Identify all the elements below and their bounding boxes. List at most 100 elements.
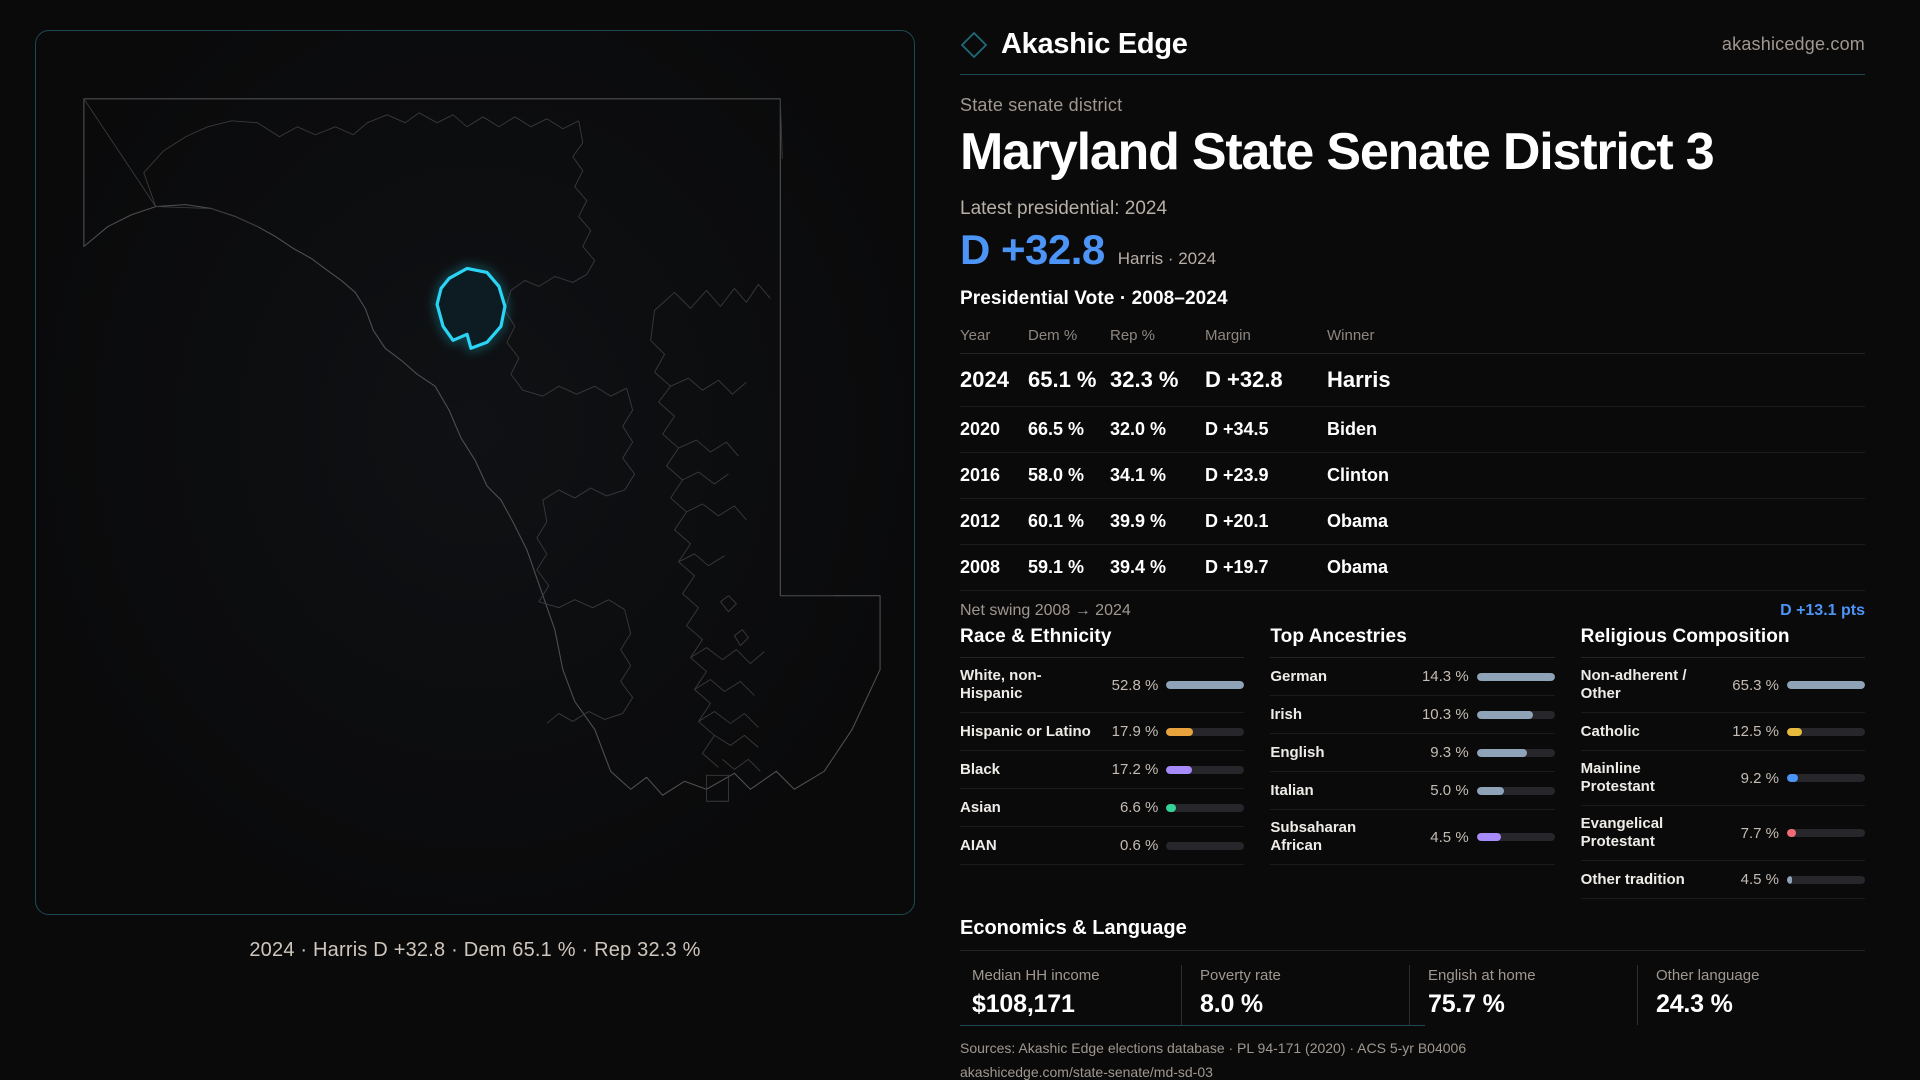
economics-cell: Poverty rate 8.0 % <box>1181 965 1409 1026</box>
col-rep: Rep % <box>1110 321 1205 355</box>
demographic-bar-fill <box>1476 672 1555 681</box>
demographic-percent: 65.3 % <box>1732 676 1779 694</box>
cell-dem-pct: 65.1 % <box>1028 353 1110 408</box>
demographic-row: Black 17.2 % <box>960 751 1245 790</box>
demographic-row: Non-adherent / Other 65.3 % <box>1580 658 1865 714</box>
demographic-percent: 4.5 % <box>1430 828 1469 846</box>
headline-margin: D +32.8 Harris · 2024 <box>960 226 1865 274</box>
demographic-bar-track <box>1476 672 1555 681</box>
demographic-label: Black <box>960 760 1001 778</box>
demographic-percent: 7.7 % <box>1740 824 1779 842</box>
demographic-bar-track <box>1786 727 1865 736</box>
presidential-vote-table: Year Dem % Rep % Margin Winner 2024 65.1 … <box>960 321 1865 592</box>
economics-cell-value: 75.7 % <box>1428 990 1505 1019</box>
demographic-label: Subsaharan African <box>1270 819 1357 855</box>
top-ancestries-column: Top Ancestries German 14.3 % Irish 10.3 % En… <box>1270 626 1555 899</box>
demographic-row: Other tradition 4.5 % <box>1580 861 1865 900</box>
cell-dem-pct: 60.1 % <box>1028 498 1110 546</box>
demographic-row: Catholic 12.5 % <box>1580 713 1865 752</box>
demographic-percent: 6.6 % <box>1119 799 1159 817</box>
cell-winner: Obama <box>1327 544 1865 592</box>
cell-rep-pct: 32.3 % <box>1110 353 1205 408</box>
demographic-label: White, non-Hispanic <box>960 667 1042 703</box>
col-year: Year <box>960 321 1028 355</box>
sources-footer: Sources: Akashic Edge elections database… <box>960 1025 1865 1080</box>
col-margin: Margin <box>1205 321 1327 355</box>
district-highlight-shape[interactable] <box>435 266 507 350</box>
page-title: Maryland State Senate District 3 <box>960 123 1715 181</box>
demographic-bar-fill <box>1786 875 1793 884</box>
religious-composition-column: Religious Composition Non-adherent / Oth… <box>1580 626 1865 900</box>
cell-margin: D +32.8 <box>1205 353 1327 408</box>
demographic-label: Mainline Protestant <box>1580 760 1655 796</box>
demographic-bar-fill <box>1786 727 1802 736</box>
economics-cell-value: 24.3 % <box>1656 990 1733 1019</box>
cell-winner: Clinton <box>1327 452 1865 500</box>
brand-name: Akashic Edge <box>1001 28 1188 60</box>
demographic-percent: 14.3 % <box>1421 668 1469 686</box>
cell-margin: D +19.7 <box>1205 544 1327 592</box>
race-ethnicity-title: Race & Ethnicity <box>960 626 1245 659</box>
brand-lockup: Akashic Edge <box>960 28 1188 61</box>
economics-cell: English at home 75.7 % <box>1409 965 1637 1026</box>
col-winner: Winner <box>1327 321 1865 355</box>
demographic-label: Evangelical Protestant <box>1580 815 1664 851</box>
demographic-row: Mainline Protestant 9.2 % <box>1580 751 1865 807</box>
economics-cell-value: 8.0 % <box>1200 990 1263 1019</box>
footer-divider <box>960 1025 1425 1027</box>
demographic-bar-track <box>1786 681 1865 690</box>
demographic-row: Italian 5.0 % <box>1270 772 1555 811</box>
cell-dem-pct: 58.0 % <box>1028 452 1110 500</box>
cell-margin: D +20.1 <box>1205 498 1327 546</box>
col-dem: Dem % <box>1028 321 1110 355</box>
economics-cell-label: Other language <box>1656 967 1760 985</box>
demographic-label: AIAN <box>960 836 997 854</box>
demographic-label: Catholic <box>1580 722 1640 740</box>
economics-cell-value: $108,171 <box>972 990 1075 1019</box>
demographic-bar-fill <box>1166 803 1177 812</box>
demographic-percent: 9.2 % <box>1740 769 1779 787</box>
table-row: 2012 60.1 % 39.9 % D +20.1 Obama <box>960 498 1865 546</box>
cell-year: 2020 <box>960 406 1028 454</box>
diamond-icon <box>960 31 988 59</box>
headline-margin-value: D +32.8 <box>960 226 1105 274</box>
footer-url[interactable]: akashicedge.com/state-senate/md-sd-03 <box>960 1063 1213 1080</box>
demographic-bar-track <box>1166 841 1245 850</box>
race-ethnicity-column: Race & Ethnicity White, non-Hispanic 52.8… <box>960 626 1245 899</box>
demographic-label: English <box>1270 743 1325 761</box>
demographic-bar-fill <box>1476 833 1502 842</box>
economics-cell: Median HH income $108,171 <box>960 965 1181 1025</box>
religious-composition-title: Religious Composition <box>1580 626 1865 659</box>
demographic-row: Asian 6.6 % <box>960 789 1245 828</box>
vote-table-section-label: Presidential Vote · 2008–2024 <box>960 288 1228 310</box>
county-boundary-lines <box>83 98 835 802</box>
demographic-percent: 9.3 % <box>1430 744 1469 762</box>
demographic-bar-track <box>1166 765 1245 774</box>
demographic-bar-track <box>1476 786 1555 795</box>
demographic-label: Italian <box>1270 781 1314 799</box>
demographic-bar-fill <box>1786 774 1798 783</box>
demographic-row: German 14.3 % <box>1270 658 1555 697</box>
demographic-bar-track <box>1166 681 1245 690</box>
table-row: 2024 65.1 % 32.3 % D +32.8 Harris <box>960 353 1865 408</box>
table-row: 2016 58.0 % 34.1 % D +23.9 Clinton <box>960 452 1865 500</box>
map-frame[interactable] <box>35 30 915 915</box>
demographic-bar-fill <box>1476 786 1504 795</box>
cell-winner: Harris <box>1327 353 1865 408</box>
sources-text: Sources: Akashic Edge elections database… <box>960 1040 1467 1057</box>
demographic-label: Other tradition <box>1580 870 1685 888</box>
demographic-percent: 4.5 % <box>1740 871 1779 889</box>
table-row: 2008 59.1 % 39.4 % D +19.7 Obama <box>960 544 1865 592</box>
top-ancestries-title: Top Ancestries <box>1270 626 1555 659</box>
demographic-bar-track <box>1166 727 1245 736</box>
map-panel: 2024 · Harris D +32.8 · Dem 65.1 % · Rep… <box>0 0 930 1080</box>
demographic-bar-track <box>1166 803 1245 812</box>
demographic-bar-track <box>1786 875 1865 884</box>
cell-year: 2012 <box>960 498 1028 546</box>
economics-cell: Other language 24.3 % <box>1637 965 1865 1026</box>
demographic-percent: 0.6 % <box>1119 837 1159 855</box>
demographic-percent: 10.3 % <box>1421 706 1469 724</box>
demographic-row: Irish 10.3 % <box>1270 696 1555 735</box>
state-outline-path <box>83 98 881 796</box>
demographic-label: Non-adherent / Other <box>1580 667 1687 703</box>
